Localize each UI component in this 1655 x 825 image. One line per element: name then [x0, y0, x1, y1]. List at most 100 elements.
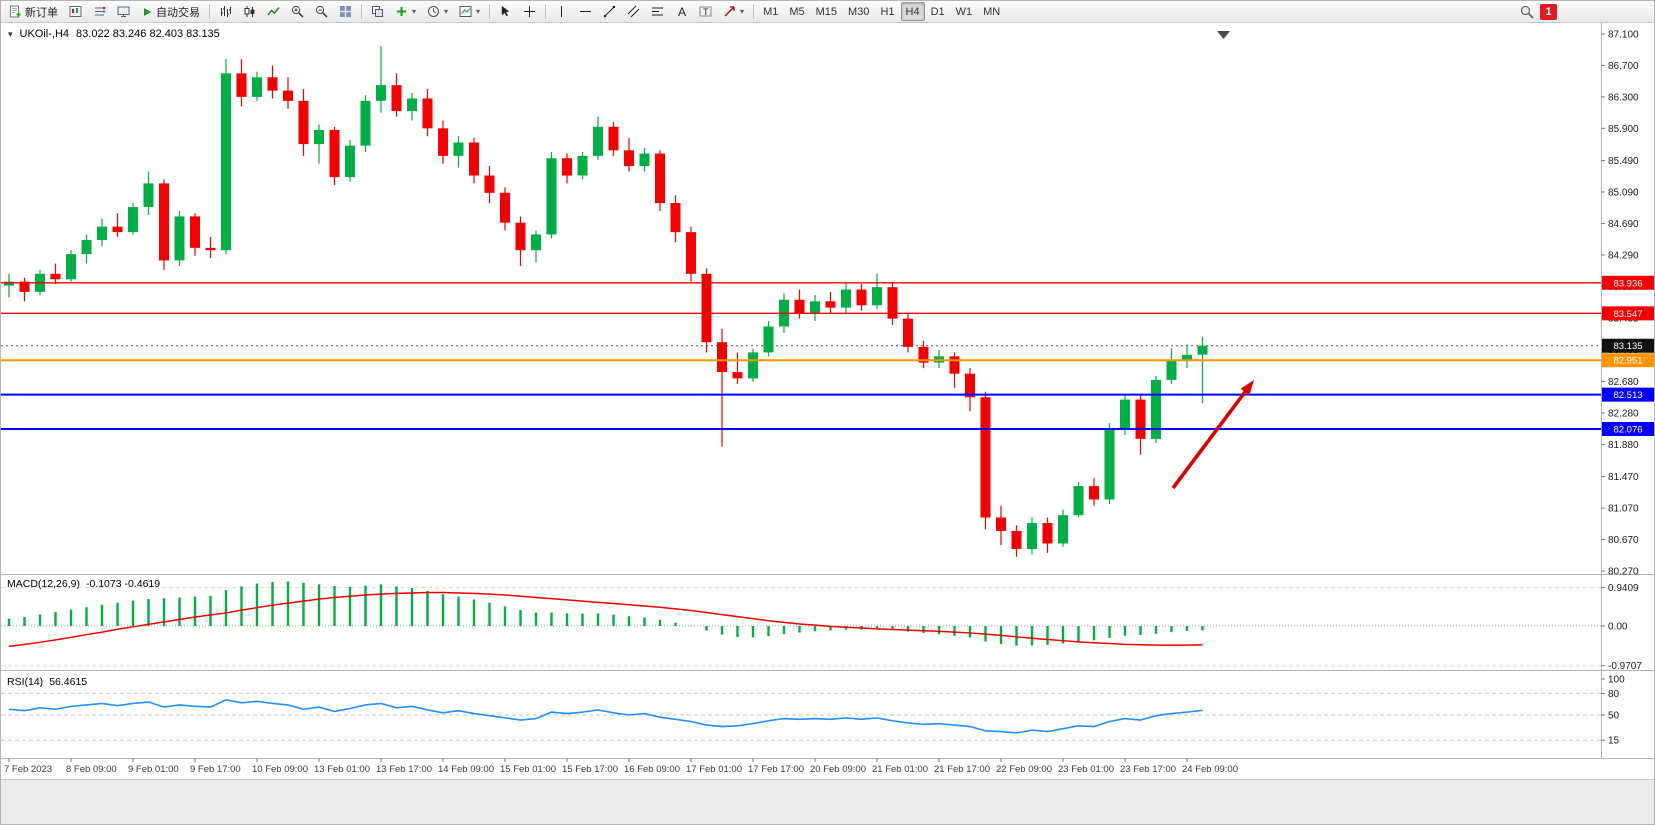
candle-down[interactable] [236, 73, 247, 97]
candle-up[interactable] [66, 254, 76, 280]
candle-down[interactable] [996, 517, 1006, 531]
candle-down[interactable] [391, 85, 402, 112]
candle-down[interactable] [515, 222, 526, 251]
candle-down[interactable] [1089, 486, 1099, 500]
candle-up[interactable] [593, 126, 603, 156]
candle-up[interactable] [1197, 345, 1208, 355]
tf-button-mn[interactable]: MN [978, 2, 1005, 21]
candle-up[interactable] [128, 206, 138, 233]
tf-button-h4[interactable]: H4 [900, 2, 925, 21]
candlestick-chart-button[interactable] [238, 2, 261, 21]
zoom-in-button[interactable] [286, 2, 309, 21]
indicators-button[interactable]: ▾ [390, 2, 421, 21]
candle-up[interactable] [639, 153, 650, 167]
horizontal-line-button[interactable] [574, 2, 597, 21]
candle-up[interactable] [841, 289, 851, 308]
tf-button-m5[interactable]: M5 [784, 2, 809, 21]
candle-down[interactable] [655, 153, 665, 204]
candle-down[interactable] [825, 301, 836, 308]
tf-button-w1[interactable]: W1 [951, 2, 978, 21]
candle-down[interactable] [469, 142, 479, 176]
search-button[interactable] [1515, 2, 1539, 21]
candle-up[interactable] [872, 287, 882, 306]
candle-down[interactable] [903, 318, 913, 347]
candle-up[interactable] [1104, 428, 1115, 500]
zoom-out-button[interactable] [310, 2, 333, 21]
candle-up[interactable] [1182, 354, 1192, 361]
candle-down[interactable] [980, 397, 991, 518]
candle-up[interactable] [546, 158, 557, 235]
candle-down[interactable] [484, 175, 495, 193]
periods-button[interactable]: ▾ [422, 2, 453, 21]
candle-down[interactable] [422, 98, 433, 129]
candle-down[interactable] [965, 373, 975, 398]
fibonacci-button[interactable] [646, 2, 669, 21]
bar-chart-button[interactable] [214, 2, 237, 21]
candle-up[interactable] [221, 73, 231, 251]
candle-up[interactable] [1151, 379, 1161, 439]
tf-button-h1[interactable]: H1 [875, 2, 899, 21]
tf-button-m15[interactable]: M15 [811, 2, 842, 21]
candle-down[interactable] [50, 273, 61, 280]
candle-down[interactable] [190, 216, 200, 248]
candle-up[interactable] [1073, 486, 1084, 516]
chart-window-button[interactable] [64, 2, 87, 21]
tile-windows-button[interactable] [334, 2, 357, 21]
arrow-shaft[interactable] [1171, 389, 1248, 490]
candle-down[interactable] [732, 372, 743, 379]
notification-badge[interactable]: 1 [1540, 3, 1557, 20]
candle-down[interactable] [856, 289, 867, 306]
candle-down[interactable] [1011, 530, 1022, 549]
label-tool-button[interactable]: T [694, 2, 717, 21]
trendline-button[interactable] [598, 2, 621, 21]
candle-up[interactable] [531, 234, 541, 251]
candle-down[interactable] [1135, 399, 1146, 439]
market-watch-button[interactable] [88, 2, 111, 21]
candle-down[interactable] [1042, 523, 1053, 544]
candle-down[interactable] [794, 299, 805, 314]
candle-up[interactable] [748, 352, 758, 379]
templates-button[interactable]: ▾ [454, 2, 485, 21]
cursor-button[interactable] [494, 2, 517, 21]
candle-up[interactable] [376, 85, 386, 101]
tf-button-m30[interactable]: M30 [843, 2, 874, 21]
candle-up[interactable] [360, 100, 371, 146]
candle-up[interactable] [314, 129, 324, 145]
candle-up[interactable] [407, 98, 417, 112]
vertical-line-button[interactable] [550, 2, 573, 21]
candle-down[interactable] [624, 150, 634, 167]
candle-up[interactable] [453, 142, 464, 156]
chart-shift-marker[interactable] [1217, 31, 1230, 39]
line-chart-button[interactable] [262, 2, 285, 21]
autotrading-button[interactable]: 自动交易 [136, 2, 205, 21]
candle-up[interactable] [252, 77, 262, 97]
candle-down[interactable] [267, 77, 278, 91]
candle-down[interactable] [438, 128, 448, 156]
candle-down[interactable] [298, 100, 309, 145]
tf-button-d1[interactable]: D1 [926, 2, 950, 21]
candle-down[interactable] [949, 356, 960, 374]
candle-down[interactable] [283, 90, 293, 101]
candle-up[interactable] [81, 239, 92, 255]
crosshair-button[interactable] [518, 2, 541, 21]
candle-up[interactable] [143, 183, 154, 207]
candle-up[interactable] [97, 226, 107, 240]
text-tool-button[interactable]: A [670, 2, 693, 21]
candle-up[interactable] [4, 281, 14, 286]
candle-down[interactable] [701, 273, 712, 343]
candle-down[interactable] [562, 158, 572, 176]
candle-down[interactable] [918, 346, 929, 363]
candle-down[interactable] [608, 126, 619, 151]
candle-down[interactable] [205, 247, 216, 251]
candle-down[interactable] [686, 232, 696, 274]
candle-up[interactable] [1027, 523, 1037, 549]
terminal-button[interactable] [112, 2, 135, 21]
candle-down[interactable] [500, 192, 510, 223]
candle-up[interactable] [174, 216, 185, 261]
candle-up[interactable] [810, 301, 820, 314]
chart-menu-icon[interactable]: ▾ [8, 29, 13, 39]
candle-up[interactable] [1166, 360, 1177, 380]
candle-down[interactable] [887, 287, 898, 319]
arrows-tool-button[interactable]: ▾ [718, 2, 749, 21]
